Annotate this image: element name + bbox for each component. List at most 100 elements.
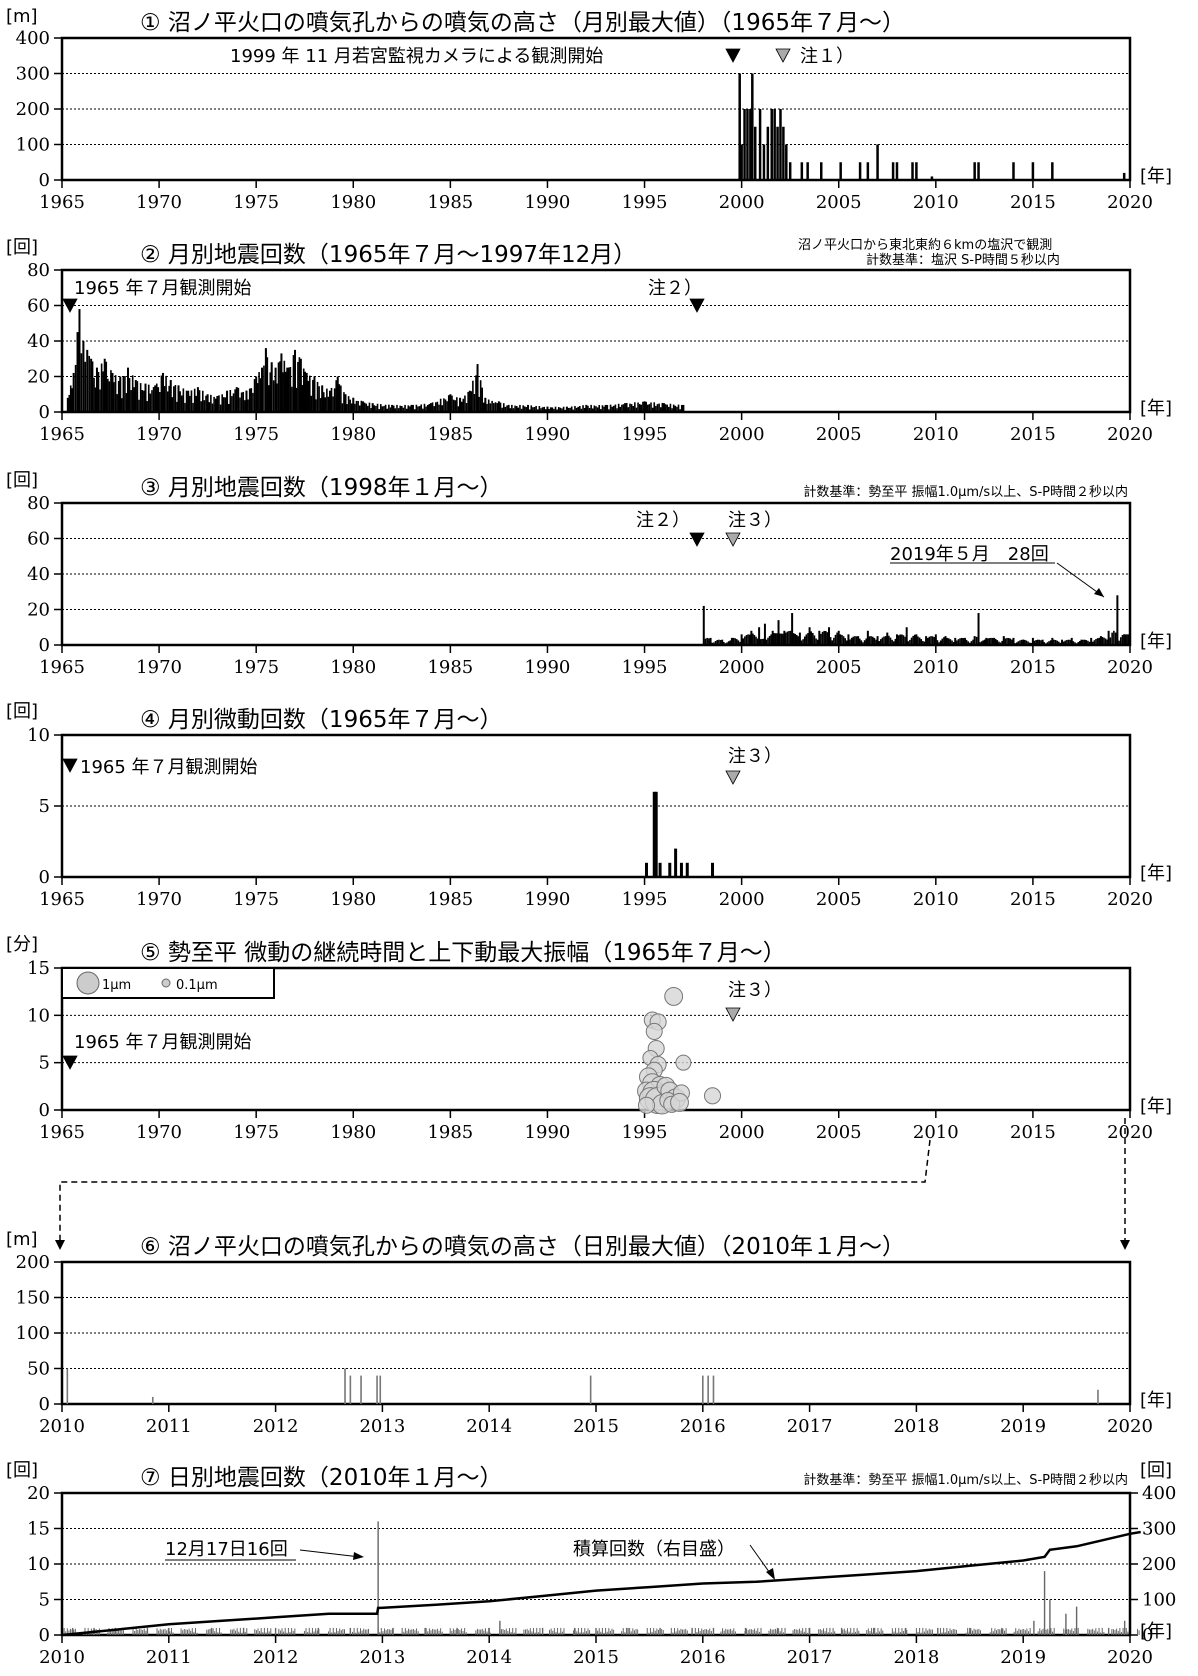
bar xyxy=(484,397,487,412)
bar xyxy=(429,403,432,412)
bar xyxy=(133,387,136,412)
bar xyxy=(124,375,126,412)
bar xyxy=(732,637,735,645)
bar xyxy=(768,635,771,645)
bar xyxy=(561,1631,563,1635)
bar xyxy=(1101,1627,1103,1635)
y-tick-label: 200 xyxy=(16,99,50,120)
bar xyxy=(446,401,448,412)
bar xyxy=(1020,1629,1022,1635)
bar xyxy=(831,640,834,645)
x-tick-label: 2005 xyxy=(816,657,862,678)
x-tick-label: 2020 xyxy=(1107,192,1153,213)
camera-start-note: 1999 年 11 月若宮監視カメラによる観測開始 xyxy=(230,46,603,67)
bar xyxy=(195,1627,196,1635)
bar xyxy=(707,1629,709,1635)
bar xyxy=(253,379,256,412)
bar xyxy=(893,1631,895,1635)
bar xyxy=(806,162,809,180)
bar xyxy=(236,1628,238,1635)
bar xyxy=(648,1632,650,1635)
bar xyxy=(613,405,615,412)
bar xyxy=(193,1631,195,1635)
peak-arrow xyxy=(299,1549,361,1558)
bar xyxy=(1096,638,1099,645)
bar xyxy=(305,372,308,412)
bar xyxy=(414,1630,416,1635)
x-tick-label: 1985 xyxy=(427,1122,473,1143)
bar xyxy=(165,375,167,412)
bar xyxy=(1113,630,1115,645)
bar xyxy=(854,636,856,645)
bar xyxy=(621,1631,623,1635)
bar xyxy=(776,1627,779,1635)
bar xyxy=(209,1628,211,1635)
bar xyxy=(937,1627,939,1635)
x-tick-label: 2017 xyxy=(787,1647,833,1668)
bar xyxy=(1106,639,1108,645)
bar xyxy=(740,144,743,180)
legend-marker-small xyxy=(161,978,171,988)
x-tick-label: 1990 xyxy=(525,424,571,445)
bar xyxy=(849,639,851,645)
y-tick-label: 80 xyxy=(27,493,50,514)
bar xyxy=(396,404,398,412)
bar xyxy=(733,1628,735,1635)
bar xyxy=(370,408,372,412)
bar xyxy=(66,1368,69,1404)
bar xyxy=(342,1629,344,1635)
bar xyxy=(564,409,567,412)
bar xyxy=(792,1630,794,1635)
bar xyxy=(595,406,597,412)
bar xyxy=(777,620,780,645)
bar xyxy=(1066,639,1068,645)
bar xyxy=(102,371,104,412)
bar xyxy=(1100,1632,1102,1635)
bar xyxy=(925,636,928,645)
x-tick-label: 2000 xyxy=(719,424,765,445)
x-tick-label: 1975 xyxy=(233,192,279,213)
scatter-point xyxy=(664,986,684,1006)
bar xyxy=(941,638,944,645)
bar xyxy=(922,640,924,645)
bar xyxy=(459,397,462,412)
y-tick-label: 20 xyxy=(27,600,50,621)
bar xyxy=(659,407,662,412)
bar xyxy=(946,637,948,645)
bar xyxy=(891,639,893,645)
bar xyxy=(103,358,106,412)
bar xyxy=(656,1628,658,1635)
bar xyxy=(672,404,675,412)
bar xyxy=(762,638,765,645)
bar xyxy=(488,1627,490,1635)
bar xyxy=(185,390,188,412)
note3-marker xyxy=(725,770,741,785)
bar xyxy=(805,1627,807,1635)
bar xyxy=(604,404,607,412)
bar xyxy=(865,638,868,645)
x-unit: [年] xyxy=(1140,631,1172,652)
bar xyxy=(344,394,347,412)
bar xyxy=(895,634,898,645)
bar xyxy=(513,1632,515,1635)
bar xyxy=(810,631,813,645)
bar xyxy=(206,1629,208,1635)
bar xyxy=(928,636,931,645)
bar xyxy=(938,642,940,645)
bar xyxy=(279,1630,281,1635)
camera-start-marker xyxy=(725,48,741,63)
bar xyxy=(797,636,800,645)
bar xyxy=(848,1631,850,1635)
bar xyxy=(1111,1629,1113,1635)
bar xyxy=(624,403,627,412)
bar xyxy=(216,396,219,412)
bar xyxy=(613,1629,615,1635)
bar xyxy=(850,1627,852,1635)
bar xyxy=(269,372,272,412)
bar xyxy=(917,1631,919,1635)
bar xyxy=(680,405,683,412)
bar xyxy=(585,404,588,412)
bar xyxy=(203,400,206,412)
bar xyxy=(711,642,714,645)
bar xyxy=(182,388,185,412)
